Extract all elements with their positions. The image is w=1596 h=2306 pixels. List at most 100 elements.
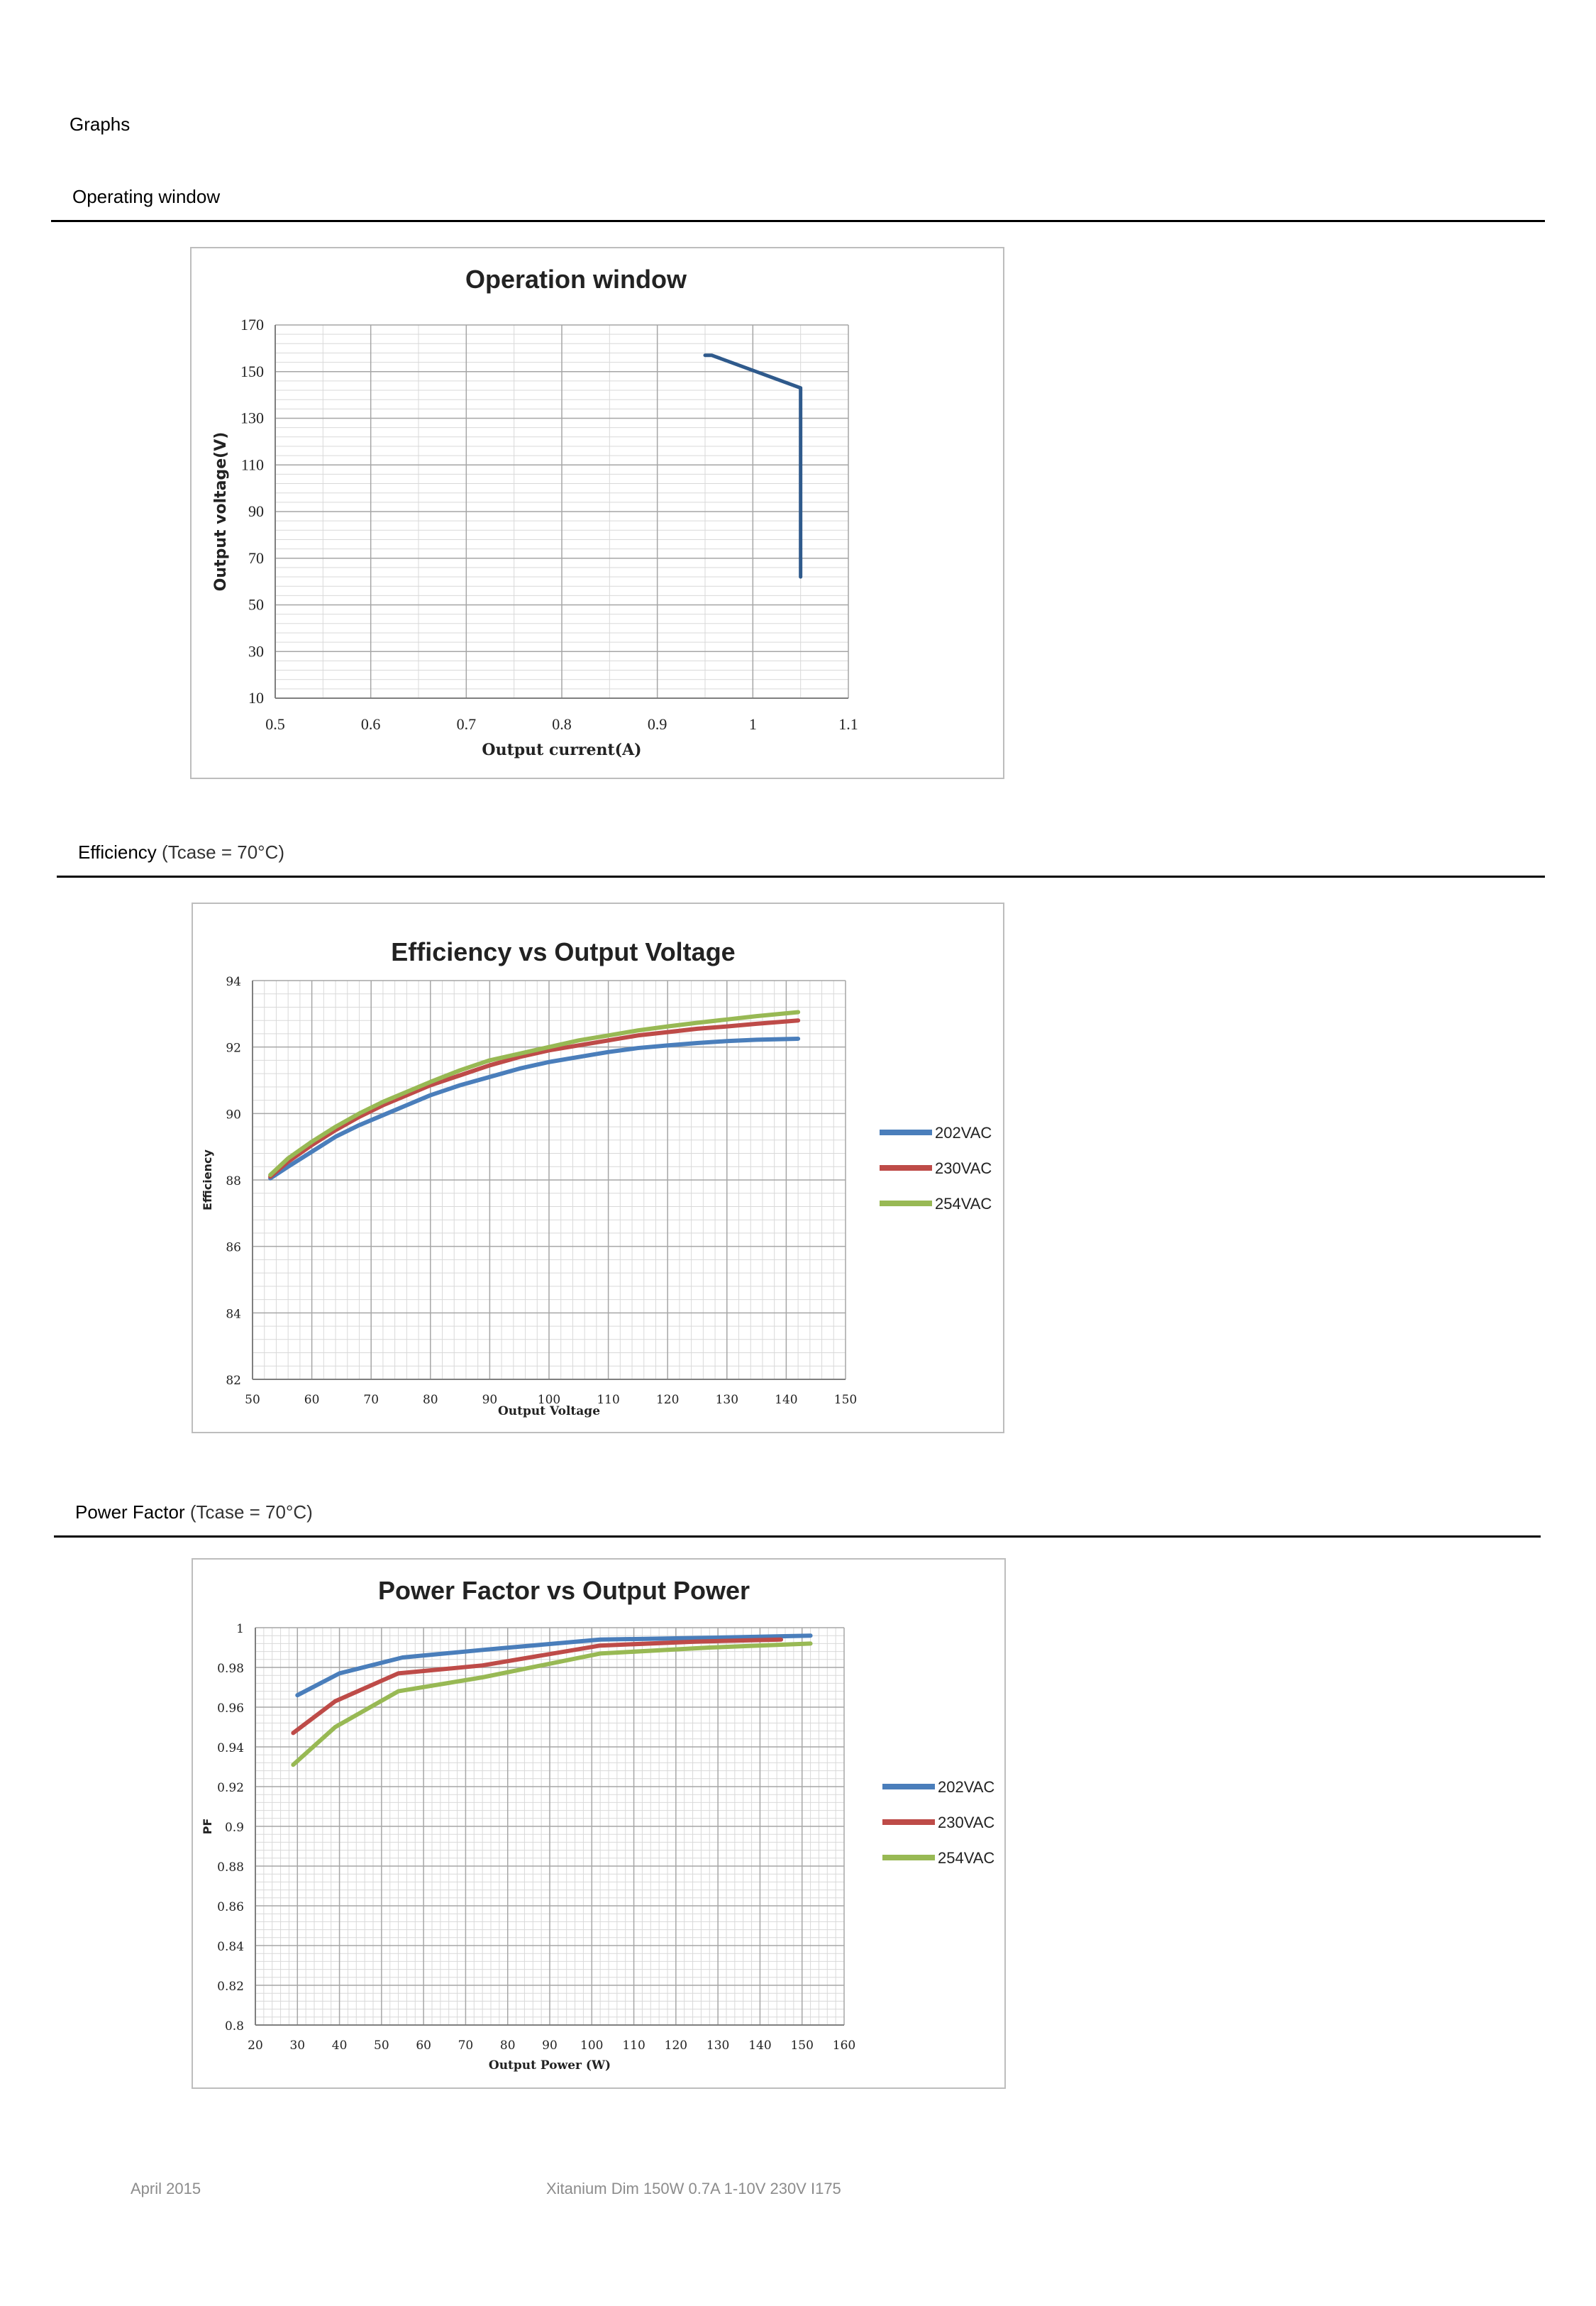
y-tick-label: 0.88 [217, 1860, 244, 1875]
y-tick-label: 94 [226, 975, 241, 989]
y-tick-label: 0.86 [217, 1900, 244, 1914]
y-tick-label: 0.9 [225, 1821, 244, 1835]
y-tick-label: 70 [248, 549, 264, 567]
y-tick-label: 86 [226, 1241, 241, 1255]
legend-label: 230VAC [938, 1814, 994, 1831]
chart-svg-operating: Operation window 0.5 0.6 0.7 0.8 0.9 1 1.1 10 30 5… [212, 265, 858, 759]
series-line-230VAC [268, 1018, 801, 1179]
x-tick-label: 140 [748, 2039, 771, 2053]
x-axis-label: Output Voltage [498, 1404, 600, 1418]
divider-power-factor [54, 1535, 1541, 1538]
x-tick-label: 0.7 [457, 715, 477, 733]
x-tick-label: 100 [538, 1393, 560, 1407]
y-tick-label: 170 [240, 316, 264, 333]
x-tick-label: 70 [363, 1393, 379, 1407]
x-tick-label: 160 [833, 2039, 855, 2053]
y-tick-label: 0.84 [217, 1940, 244, 1954]
legend-label: 202VAC [938, 1778, 994, 1796]
x-tick-label: 110 [597, 1393, 619, 1407]
x-tick-label: 100 [580, 2039, 603, 2053]
y-tick-label: 0.8 [225, 2019, 244, 2034]
legend-label: 254VAC [938, 1849, 994, 1867]
x-tick-label: 120 [656, 1393, 679, 1407]
y-tick-label: 50 [248, 596, 264, 614]
y-tick-label: 130 [240, 409, 264, 427]
chart-operating-window: Operation window 0.5 0.6 0.7 0.8 0.9 1 1.1 10 30 5… [190, 247, 1004, 779]
series-line-254VAC [268, 1010, 801, 1177]
y-tick-label: 84 [226, 1307, 241, 1321]
chart-power-factor: Power Factor vs Output Power 20 30 40 50 60 70… [192, 1558, 1006, 2089]
heading-condition: (Tcase = 70°C) [189, 1501, 313, 1523]
y-tick-label: 0.98 [217, 1662, 244, 1676]
y-tick-label: 10 [248, 689, 264, 707]
x-tick-label: 1.1 [838, 715, 858, 733]
x-tick-label: 110 [622, 2039, 645, 2053]
x-tick-label: 60 [416, 2039, 431, 2053]
series-line-230VAC [291, 1637, 784, 1736]
y-tick-label: 0.94 [217, 1741, 244, 1755]
x-tick-label: 80 [500, 2039, 516, 2053]
footer-product: Xitanium Dim 150W 0.7A 1-10V 230V I175 [546, 2180, 841, 2197]
x-tick-label: 150 [834, 1393, 857, 1407]
x-tick-label: 1 [749, 715, 757, 733]
x-tick-label: 130 [706, 2039, 729, 2053]
y-tick-label: 0.96 [217, 1701, 244, 1716]
chart-svg-power-factor: Power Factor vs Output Power 20 30 40 50 60 70… [201, 1576, 994, 2073]
series-line-202VAC [268, 1036, 801, 1181]
x-tick-label: 0.5 [265, 715, 285, 733]
x-tick-label: 70 [458, 2039, 474, 2053]
y-tick-label: 110 [241, 456, 264, 473]
y-axis-label: PF [201, 1819, 214, 1835]
heading-label: Operating window [72, 186, 221, 207]
x-axis-label: Output current(A) [482, 741, 641, 759]
x-tick-label: 140 [775, 1393, 797, 1407]
x-tick-label: 130 [716, 1393, 738, 1407]
y-tick-label: 82 [226, 1374, 241, 1388]
y-tick-label: 88 [226, 1174, 241, 1188]
divider-operating [51, 220, 1545, 222]
chart-efficiency: Efficiency vs Output Voltage 50 60 70 80 90 10… [192, 903, 1004, 1433]
y-tick-label: 90 [248, 502, 264, 520]
x-tick-label: 0.9 [648, 715, 667, 733]
series-line-window [703, 353, 803, 579]
y-tick-label: 0.82 [217, 1980, 244, 1994]
x-tick-label: 90 [542, 2039, 558, 2053]
x-axis-label: Output Power (W) [489, 2058, 611, 2073]
series-line-254VAC [291, 1641, 813, 1767]
legend: 202VAC 230VAC 254VAC [880, 1124, 992, 1213]
x-tick-label: 50 [245, 1393, 260, 1407]
chart-title: Power Factor vs Output Power [378, 1576, 750, 1605]
heading-operating-window: Operating window [72, 186, 220, 208]
x-tick-label: 90 [482, 1393, 498, 1407]
y-tick-label: 90 [226, 1108, 241, 1122]
heading-label: Power Factor [75, 1501, 185, 1523]
series-line-202VAC [295, 1633, 813, 1698]
heading-condition: (Tcase = 70°C) [162, 842, 284, 863]
x-tick-label: 40 [332, 2039, 348, 2053]
heading-power-factor: Power Factor (Tcase = 70°C) [75, 1501, 313, 1523]
x-tick-label: 0.8 [552, 715, 572, 733]
heading-label: Efficiency [78, 842, 157, 863]
x-tick-label: 20 [248, 2039, 263, 2053]
heading-efficiency: Efficiency (Tcase = 70°C) [78, 842, 284, 864]
legend-label: 230VAC [935, 1159, 992, 1177]
y-axis-label: Efficiency [201, 1149, 214, 1210]
y-tick-label: 1 [236, 1622, 244, 1636]
y-axis-label: Output voltage(V) [212, 432, 230, 592]
y-tick-label: 0.92 [217, 1781, 244, 1795]
x-tick-label: 80 [423, 1393, 438, 1407]
section-title: Graphs [70, 114, 131, 135]
chart-title: Operation window [465, 265, 687, 294]
chart-svg-efficiency: Efficiency vs Output Voltage 50 60 70 80 90 10… [201, 937, 992, 1418]
chart-title: Efficiency vs Output Voltage [391, 937, 735, 966]
legend-label: 254VAC [935, 1195, 992, 1213]
x-tick-label: 60 [304, 1393, 320, 1407]
x-tick-label: 50 [374, 2039, 389, 2053]
footer-date: April 2015 [131, 2180, 201, 2197]
legend-label: 202VAC [935, 1124, 992, 1142]
x-tick-label: 120 [665, 2039, 687, 2053]
x-tick-label: 0.6 [361, 715, 380, 733]
y-tick-label: 30 [248, 642, 264, 660]
divider-efficiency [57, 876, 1545, 878]
x-tick-label: 30 [289, 2039, 305, 2053]
